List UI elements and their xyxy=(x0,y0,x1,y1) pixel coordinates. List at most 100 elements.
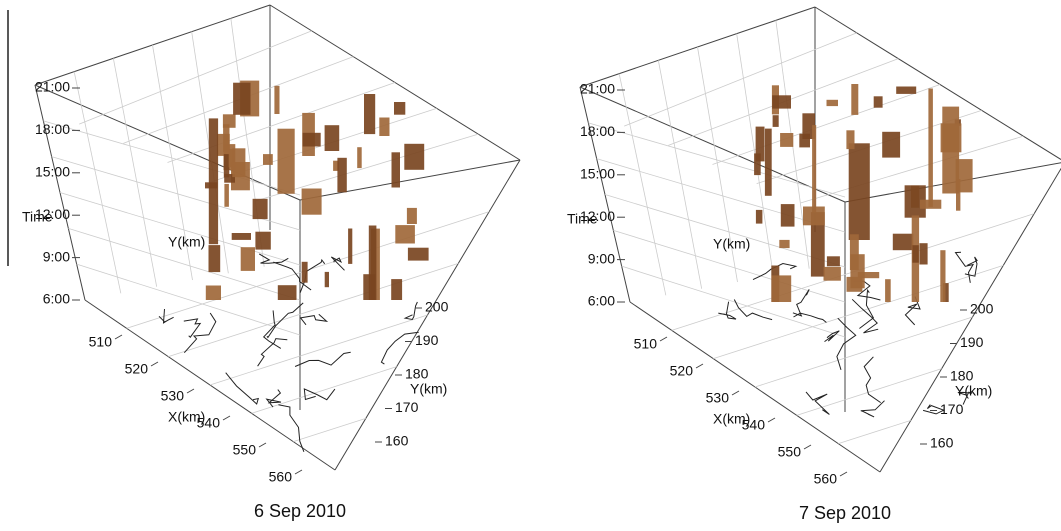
activity-block xyxy=(892,233,914,251)
x-tick-label: 560 xyxy=(269,469,293,485)
x-axis-title: X(km) xyxy=(168,409,205,425)
cube-grid xyxy=(618,73,667,296)
activity-block xyxy=(216,133,230,156)
x-tick-label: 520 xyxy=(670,363,694,379)
activity-block xyxy=(394,102,406,115)
activity-block xyxy=(208,118,219,245)
x-tick xyxy=(731,390,740,396)
x-tick xyxy=(114,334,123,340)
activity-block xyxy=(826,99,838,107)
activity-block xyxy=(943,283,949,302)
activity-block xyxy=(406,207,417,224)
cube-grid xyxy=(604,194,846,268)
x-tick-label: 510 xyxy=(89,334,113,350)
cube-grid xyxy=(76,263,301,336)
cube-grid xyxy=(697,46,738,283)
x-tick xyxy=(839,471,848,477)
cube-grid xyxy=(230,18,265,267)
activity-block xyxy=(391,279,403,300)
activity-block xyxy=(233,82,251,115)
x-tick-label: 540 xyxy=(742,417,766,433)
time-tick-label: 6:00 xyxy=(43,291,70,307)
panel: 21:00 18:00 15:00 12:00 9:00 6:00 Time 510 520 53… xyxy=(567,6,1061,523)
cube-grid xyxy=(68,227,301,301)
activity-block xyxy=(940,250,946,302)
activity-block xyxy=(357,147,362,169)
time-tick-label: 9:00 xyxy=(588,250,615,266)
time-tick-label: 21:00 xyxy=(580,81,615,97)
activity-block xyxy=(224,183,229,207)
panel-caption: 7 Sep 2010 xyxy=(799,503,891,523)
activity-block xyxy=(885,279,891,302)
cube-grid xyxy=(79,30,312,125)
activity-block xyxy=(252,198,268,220)
activity-block xyxy=(395,225,415,244)
activity-block xyxy=(882,131,901,158)
activity-block xyxy=(919,243,928,265)
time-tick-label: 12:00 xyxy=(580,208,615,224)
x-tick-label: 510 xyxy=(634,336,658,352)
activity-block xyxy=(274,85,280,114)
cube-grid xyxy=(838,419,911,445)
cube-grid xyxy=(167,82,396,163)
activity-block xyxy=(754,153,761,176)
time-tick-label: 6:00 xyxy=(588,293,615,309)
activity-block xyxy=(333,160,339,171)
activity-block xyxy=(205,285,221,300)
activity-block xyxy=(277,128,295,194)
activity-block xyxy=(324,271,329,288)
activity-block xyxy=(802,113,815,139)
activity-block xyxy=(848,143,870,240)
y-tick-label: 160 xyxy=(385,433,409,449)
activity-block xyxy=(904,185,926,218)
activity-block xyxy=(896,86,917,94)
cube-grid xyxy=(73,71,122,294)
x-tick-label: 530 xyxy=(706,390,730,406)
inner-y-label: Y(km) xyxy=(168,234,205,250)
x-tick xyxy=(803,444,812,450)
activity-block xyxy=(780,204,795,227)
activity-block xyxy=(404,143,425,170)
time-tick-label: 15:00 xyxy=(35,164,70,180)
activity-block xyxy=(772,95,791,109)
activity-block xyxy=(324,125,340,151)
activity-block xyxy=(928,88,933,207)
activity-block xyxy=(823,266,841,281)
activity-block xyxy=(812,125,817,213)
cube-grid xyxy=(796,368,942,416)
activity-block xyxy=(301,261,308,283)
panel-caption: 6 Sep 2010 xyxy=(254,501,346,521)
activity-block xyxy=(873,96,883,108)
activity-block xyxy=(231,233,251,240)
activity-block xyxy=(277,285,297,300)
activity-block xyxy=(851,84,859,115)
activity-block xyxy=(940,123,962,153)
stream-network xyxy=(158,253,419,452)
x-tick xyxy=(186,388,195,394)
cube-edge xyxy=(299,159,521,201)
cube-grid xyxy=(209,314,428,386)
x-tick xyxy=(294,469,303,475)
cube-grid xyxy=(621,265,846,338)
y-axis-title: Y(km) xyxy=(955,383,992,399)
x-tick-label: 550 xyxy=(778,444,802,460)
activity-block xyxy=(240,247,255,271)
y-tick-label: 190 xyxy=(960,334,984,350)
activity-block xyxy=(780,133,794,147)
activity-block xyxy=(803,206,825,226)
activity-block xyxy=(772,115,779,127)
y-tick-label: 190 xyxy=(415,332,439,348)
x-tick-label: 540 xyxy=(197,415,221,431)
activity-block xyxy=(302,132,321,147)
activity-block xyxy=(228,148,235,168)
activity-block xyxy=(846,130,855,150)
cube-grid xyxy=(754,316,973,388)
time-tick-label: 18:00 xyxy=(35,121,70,137)
cube-grid xyxy=(152,44,193,281)
activity-block xyxy=(779,239,790,249)
cube-grid xyxy=(293,417,366,443)
cube-grid xyxy=(712,84,941,165)
activity-block xyxy=(348,228,353,264)
x-tick-label: 530 xyxy=(161,388,185,404)
cube-edge xyxy=(34,84,301,201)
